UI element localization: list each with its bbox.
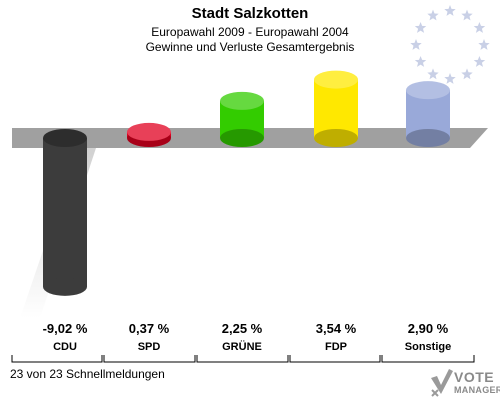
eu-star	[414, 22, 427, 33]
eu-star	[473, 56, 486, 67]
eu-star	[478, 39, 490, 50]
bar-spd	[127, 122, 171, 147]
chart-title: Stadt Salzkotten	[191, 5, 309, 22]
value-label: 3,54 %	[316, 321, 357, 336]
category-bracket	[196, 355, 289, 363]
eu-star	[444, 73, 456, 84]
value-label: 2,25 %	[222, 321, 263, 336]
eu-star	[461, 9, 473, 21]
category-label: Sonstige	[405, 341, 451, 353]
eu-star	[427, 9, 439, 21]
value-label: 0,37 %	[129, 321, 170, 336]
eu-star	[410, 39, 422, 50]
logo-text-manager: MANAGER	[454, 385, 500, 395]
chart-subtitle: Europawahl 2009 - Europawahl 2004	[151, 25, 349, 39]
value-label: -9,02 %	[43, 321, 88, 336]
eu-star	[461, 68, 473, 80]
bar-grüne	[220, 91, 264, 147]
category-bracket	[11, 355, 103, 363]
category-label: FDP	[325, 341, 347, 353]
category-bracket	[289, 355, 381, 363]
checkmark-icon	[431, 369, 453, 397]
eu-star	[414, 56, 427, 67]
bar-sonstige	[406, 81, 450, 147]
eu-star	[427, 68, 439, 80]
logo-text-vote: VOTE	[454, 369, 495, 385]
eu-flag-icon	[410, 5, 490, 84]
category-label: CDU	[53, 341, 77, 353]
footer-text: 23 von 23 Schnellmeldungen	[10, 367, 165, 381]
bar-cdu	[43, 129, 87, 296]
category-bracket	[103, 355, 196, 363]
category-label: GRÜNE	[222, 340, 262, 353]
value-label: 2,90 %	[408, 321, 449, 336]
category-bracket	[381, 355, 475, 363]
vote-manager-logo: VOTE MANAGER	[428, 366, 500, 400]
chart-subtitle-2: Gewinne und Verluste Gesamtergebnis	[145, 40, 355, 54]
eu-star	[444, 5, 456, 16]
category-label: SPD	[138, 341, 161, 353]
bar-fdp	[314, 70, 358, 147]
eu-star	[473, 22, 486, 33]
